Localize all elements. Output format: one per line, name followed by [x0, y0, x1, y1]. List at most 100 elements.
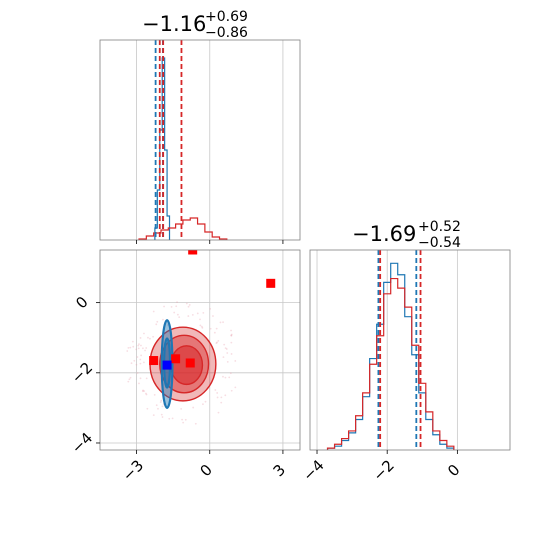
- scatter-point: [217, 411, 220, 414]
- scatter-point: [175, 305, 178, 308]
- scatter-point: [180, 407, 183, 410]
- title-top-left-sub: −0.86: [205, 25, 248, 41]
- panel-bottom-right-histogram: −4 −2 0: [299, 249, 511, 485]
- title-bottom-right: −1.69 +0.52 −0.54: [352, 219, 461, 251]
- scatter-point: [204, 400, 207, 403]
- scatter-point: [127, 380, 130, 383]
- scatter-point: [202, 311, 205, 314]
- scatter-point: [185, 302, 188, 305]
- scatter-point: [171, 417, 174, 420]
- scatter-point: [194, 422, 197, 425]
- scatter-point: [184, 418, 187, 421]
- panel-br-frame: [309, 249, 511, 451]
- blue-marker: [162, 360, 172, 370]
- scatter-point: [160, 413, 163, 416]
- panel-bl-xtick-label-2: 3: [270, 461, 289, 480]
- red-marker-0: [149, 356, 159, 366]
- scatter-point: [143, 361, 145, 364]
- panel-tl-blue-histogram: [154, 57, 171, 240]
- scatter-point: [222, 356, 225, 359]
- scatter-point: [202, 403, 204, 406]
- scatter-point: [176, 301, 178, 304]
- scatter-point: [226, 352, 229, 354]
- scatter-point: [137, 347, 140, 350]
- scatter-point: [155, 323, 158, 326]
- scatter-point: [143, 332, 145, 335]
- scatter-point: [181, 418, 184, 421]
- scatter-point: [213, 331, 216, 334]
- scatter-point: [230, 334, 233, 337]
- scatter-point: [152, 335, 155, 338]
- scatter-point: [145, 377, 148, 380]
- red-marker-3: [188, 250, 198, 255]
- scatter-point: [192, 406, 195, 409]
- scatter-point: [152, 414, 155, 417]
- scatter-point: [170, 305, 173, 308]
- scatter-point: [146, 407, 149, 410]
- title-top-left-sup: +0.69: [205, 9, 248, 25]
- panel-bl-marks: [126, 250, 276, 425]
- scatter-point: [153, 393, 156, 396]
- scatter-point: [142, 389, 144, 392]
- panel-bl-xtick-label-0: −3: [119, 456, 147, 484]
- scatter-point: [162, 318, 164, 321]
- scatter-point: [201, 326, 204, 329]
- scatter-point: [216, 392, 219, 394]
- panel-tl-red-histogram: [138, 217, 228, 240]
- scatter-point: [224, 347, 227, 350]
- scatter-point: [191, 313, 194, 316]
- scatter-point: [140, 354, 143, 357]
- panel-tl-frame: [99, 39, 301, 241]
- scatter-point: [230, 334, 233, 337]
- scatter-point: [219, 321, 222, 324]
- scatter-point: [225, 348, 228, 350]
- panel-br-marks: [326, 250, 455, 450]
- scatter-point: [217, 339, 220, 342]
- scatter-point: [159, 401, 162, 404]
- scatter-point: [147, 336, 149, 339]
- scatter-point: [144, 349, 146, 352]
- scatter-point: [161, 416, 164, 418]
- scatter-point: [212, 315, 214, 317]
- scatter-point: [166, 324, 169, 326]
- scatter-point: [149, 337, 151, 340]
- scatter-point: [128, 378, 131, 381]
- panel-bottom-left-scatter: −3 0 3 −4 −2 0: [68, 249, 301, 485]
- scatter-point: [187, 315, 190, 317]
- title-bottom-right-sub: −0.54: [418, 235, 461, 251]
- scatter-point: [163, 305, 165, 308]
- scatter-point: [141, 390, 144, 393]
- panel-br-xtick-label-2: 0: [444, 461, 463, 480]
- scatter-point: [138, 343, 140, 346]
- panel-bl-ytick-label-0: −4: [68, 429, 96, 457]
- scatter-point: [126, 350, 129, 352]
- scatter-point: [140, 344, 142, 347]
- title-bottom-right-sup: +0.52: [418, 219, 461, 235]
- scatter-point: [136, 372, 139, 374]
- scatter-point: [199, 318, 201, 321]
- scatter-point: [139, 337, 142, 339]
- scatter-point: [223, 343, 226, 346]
- scatter-point: [216, 396, 219, 399]
- panel-bl-ytick-label-2: 0: [72, 293, 91, 312]
- scatter-point: [226, 360, 229, 363]
- scatter-point: [176, 313, 179, 316]
- scatter-point: [216, 341, 218, 344]
- scatter-point: [160, 399, 163, 402]
- panel-tl-marks: [138, 40, 228, 240]
- scatter-point: [139, 377, 142, 380]
- scatter-point: [142, 347, 144, 350]
- scatter-point: [145, 392, 147, 395]
- scatter-point: [230, 341, 233, 344]
- scatter-point: [138, 382, 140, 385]
- scatter-point: [157, 407, 159, 410]
- panel-br-blue-histogram: [326, 262, 455, 450]
- scatter-point: [234, 360, 237, 362]
- scatter-point: [200, 325, 203, 328]
- scatter-point: [161, 405, 164, 408]
- title-top-left-main: −1.16: [142, 12, 206, 36]
- scatter-point: [214, 389, 217, 391]
- scatter-point: [182, 421, 185, 424]
- scatter-point: [199, 324, 202, 327]
- scatter-point: [215, 327, 218, 330]
